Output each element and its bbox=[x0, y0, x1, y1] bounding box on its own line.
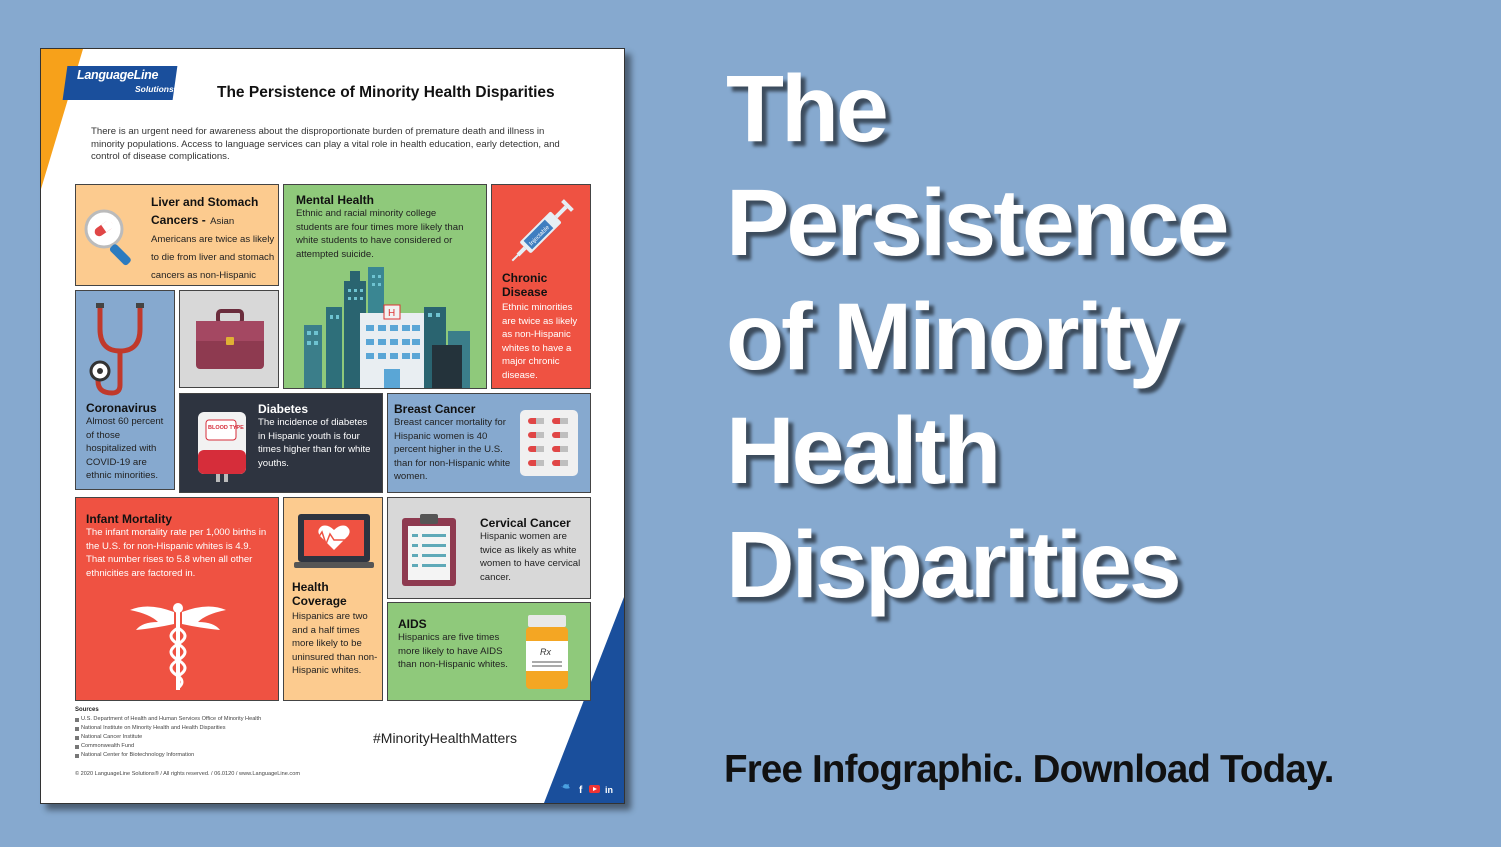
pill-pack-icon bbox=[520, 410, 578, 476]
copyright-line: © 2020 LanguageLine Solutions® / All rig… bbox=[75, 771, 300, 777]
mental-body: Ethnic and racial minority college stude… bbox=[296, 208, 464, 260]
aids-heading: AIDS bbox=[398, 617, 427, 631]
cervical-body: Hispanic women are twice as likely as wh… bbox=[480, 531, 581, 583]
stethoscope-icon bbox=[89, 303, 144, 396]
facebook-icon: f bbox=[579, 785, 583, 796]
source-item: National Center for Biotechnology Inform… bbox=[81, 752, 195, 758]
infant-heading: Infant Mortality bbox=[86, 512, 172, 526]
diabetes-panel: BLOOD TYPE Diabetes The incidence of dia… bbox=[179, 393, 383, 493]
social-icons: f in bbox=[561, 784, 613, 796]
breast-cancer-panel: Breast Cancer Breast cancer mortality fo… bbox=[387, 393, 591, 493]
cervical-heading: Cervical Cancer bbox=[480, 516, 571, 530]
headline-line: The bbox=[726, 56, 889, 162]
coronavirus-body: Almost 60 percent of those hospitalized … bbox=[86, 416, 164, 482]
infant-mortality-panel: Infant Mortality The infant mortality ra… bbox=[75, 497, 279, 701]
infographic-preview[interactable]: LanguageLine Solutions® The Persistence … bbox=[40, 48, 625, 804]
coronavirus-heading: Coronavirus bbox=[86, 401, 157, 415]
mental-heading: Mental Health bbox=[296, 193, 375, 207]
headline-line: of Minority bbox=[726, 284, 1181, 390]
chronic-heading: Chronic Disease bbox=[502, 271, 548, 299]
headline-line: Persistence bbox=[726, 170, 1229, 276]
infographic-title: The Persistence of Minority Health Dispa… bbox=[217, 84, 555, 101]
infant-body: The infant mortality rate per 1,000 birt… bbox=[86, 527, 267, 579]
briefcase-panel bbox=[179, 290, 279, 388]
hashtag: #MinorityHealthMatters bbox=[373, 730, 517, 746]
clipboard-icon bbox=[402, 514, 456, 586]
city-hospital-icon: H bbox=[304, 267, 470, 388]
linkedin-icon: in bbox=[605, 785, 613, 795]
source-item: Commonwealth Fund bbox=[81, 743, 135, 749]
mental-health-panel: Mental Health Ethnic and racial minority… bbox=[283, 184, 487, 389]
coronavirus-panel: Coronavirus Almost 60 percent of those h… bbox=[75, 290, 175, 490]
list-bullet bbox=[75, 718, 79, 722]
hospital-sign: H bbox=[388, 308, 395, 319]
blood-bag-label: BLOOD TYPE bbox=[208, 425, 244, 431]
coverage-body: Hispanics are two and a half times more … bbox=[292, 611, 378, 677]
breast-body: Breast cancer mortality for Hispanic wom… bbox=[394, 417, 511, 483]
liver-stomach-panel: Liver and Stomach Cancers - Asian Americ… bbox=[75, 184, 279, 286]
aids-panel: AIDS Hispanics are five times more likel… bbox=[387, 602, 591, 701]
magnifier-pill-icon bbox=[84, 209, 131, 266]
list-bullet bbox=[75, 745, 79, 749]
chronic-body: Ethnic minorities are twice as likely as… bbox=[502, 302, 578, 381]
list-bullet bbox=[75, 736, 79, 740]
aids-body: Hispanics are five times more likely to … bbox=[398, 632, 508, 671]
sources-heading: Sources bbox=[75, 707, 99, 713]
syringe-icon: Injectable bbox=[511, 199, 574, 262]
liver-heading: Liver and Stomach Cancers - bbox=[151, 195, 259, 227]
intro-paragraph: There is an urgent need for awareness ab… bbox=[91, 126, 560, 162]
chronic-disease-panel: Injectable Chronic Disease Ethnic minori… bbox=[491, 184, 591, 389]
health-coverage-panel: Health Coverage Hispanics are two and a … bbox=[283, 497, 383, 701]
cervical-cancer-panel: Cervical Cancer Hispanic women are twice… bbox=[387, 497, 591, 599]
briefcase-icon bbox=[196, 309, 264, 369]
twitter-icon bbox=[561, 784, 570, 789]
caduceus-icon bbox=[130, 603, 226, 690]
source-item: National Cancer Institute bbox=[81, 734, 143, 740]
coverage-heading: Health Coverage bbox=[292, 580, 347, 608]
headline: The Persistence of Minority Health Dispa… bbox=[726, 52, 1486, 622]
headline-line: Disparities bbox=[726, 512, 1182, 618]
pill-bottle-icon: Rx bbox=[526, 615, 568, 689]
logo-subtext: Solutions® bbox=[135, 84, 180, 94]
blood-bag-icon: BLOOD TYPE bbox=[198, 412, 246, 482]
diabetes-heading: Diabetes bbox=[258, 402, 309, 416]
breast-heading: Breast Cancer bbox=[394, 402, 476, 416]
logo-text: LanguageLine bbox=[77, 68, 159, 82]
list-bullet bbox=[75, 727, 79, 731]
liver-body: Asian Americans are twice as likely to d… bbox=[151, 216, 275, 281]
source-item: U.S. Department of Health and Human Serv… bbox=[81, 716, 262, 722]
headline-line: Health bbox=[726, 398, 1001, 504]
source-item: National Institute on Minority Health an… bbox=[81, 725, 226, 731]
laptop-heart-icon bbox=[294, 514, 374, 568]
download-cta[interactable]: Free Infographic. Download Today. bbox=[724, 748, 1334, 791]
diabetes-body: The incidence of diabetes in Hispanic yo… bbox=[258, 417, 371, 469]
list-bullet bbox=[75, 754, 79, 758]
bottle-label: Rx bbox=[540, 647, 551, 657]
